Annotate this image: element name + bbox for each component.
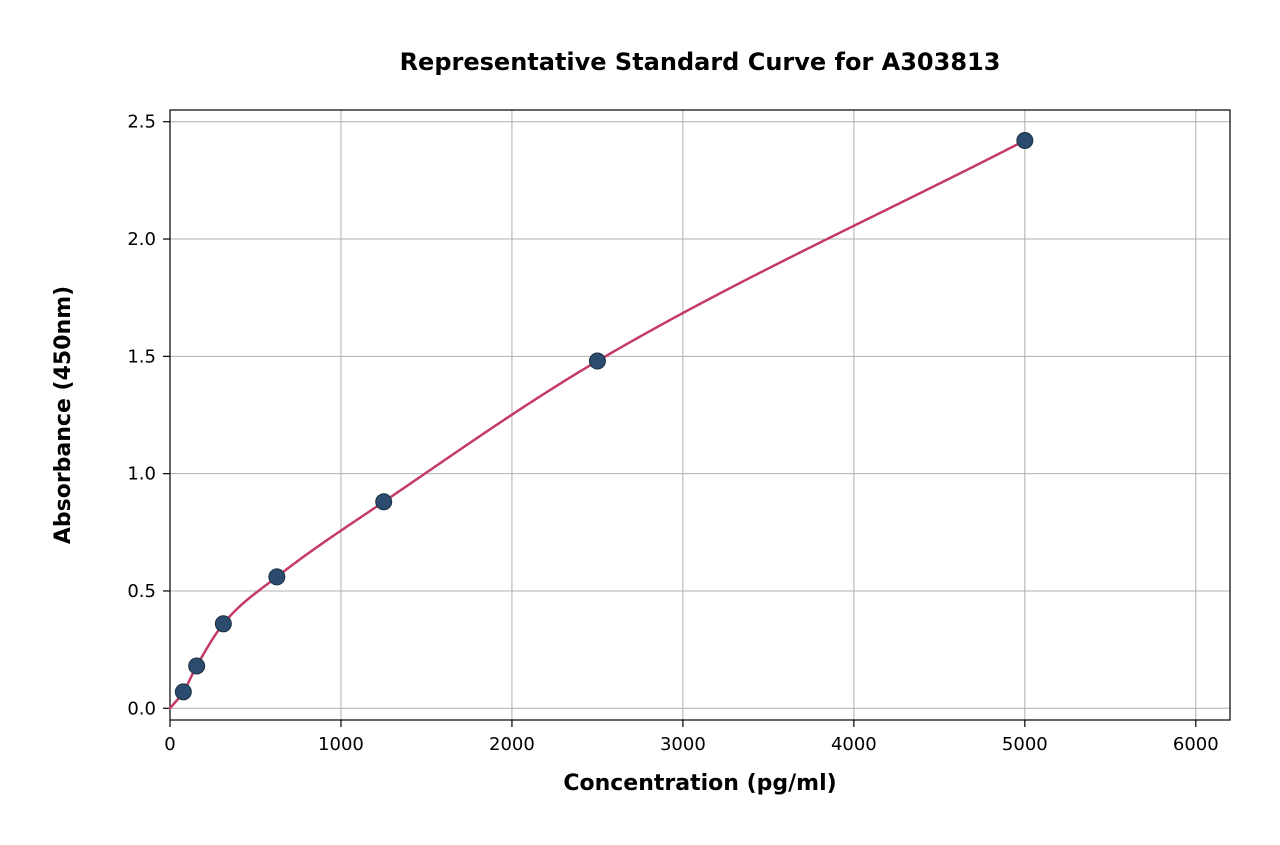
x-tick-label: 1000 xyxy=(318,734,364,755)
y-axis-label: Absorbance (450nm) xyxy=(51,286,76,544)
x-tick-label: 3000 xyxy=(660,734,706,755)
data-point xyxy=(589,353,605,369)
x-tick-label: 2000 xyxy=(489,734,535,755)
x-tick-label: 5000 xyxy=(1002,734,1048,755)
y-tick-label: 2.0 xyxy=(127,229,156,250)
y-tick-label: 0.0 xyxy=(127,698,156,719)
data-point xyxy=(1017,133,1033,149)
chart-background xyxy=(0,0,1280,845)
y-tick-label: 1.5 xyxy=(127,346,156,367)
chart-container: 0 1000 2000 3000 4000 5000 6000 0.0 0.5 1.0 1.5 2.0… xyxy=(0,0,1280,845)
data-point xyxy=(215,616,231,632)
y-tick-label: 0.5 xyxy=(127,581,156,602)
x-tick-label: 4000 xyxy=(831,734,877,755)
y-tick-label: 1.0 xyxy=(127,464,156,485)
x-axis-label: Concentration (pg/ml) xyxy=(563,771,836,796)
data-point xyxy=(189,658,205,674)
x-tick-label: 6000 xyxy=(1173,734,1219,755)
data-point xyxy=(175,684,191,700)
x-tick-label: 0 xyxy=(164,734,175,755)
y-tick-label: 2.5 xyxy=(127,112,156,133)
data-point xyxy=(376,494,392,510)
standard-curve-chart: 0 1000 2000 3000 4000 5000 6000 0.0 0.5 1.0 1.5 2.0… xyxy=(0,0,1280,845)
data-point xyxy=(269,569,285,585)
chart-title: Representative Standard Curve for A30381… xyxy=(400,48,1001,76)
